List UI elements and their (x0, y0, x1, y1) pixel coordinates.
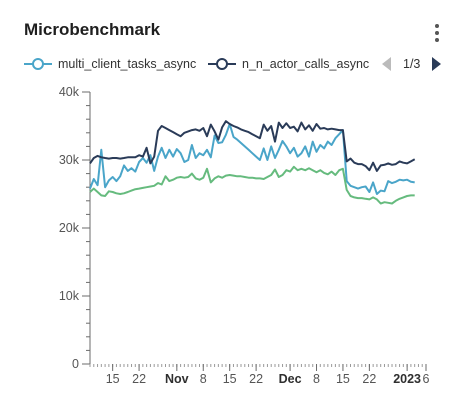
caret-right-icon[interactable] (432, 57, 442, 71)
legend-marker-n-n-actor-calls-async (208, 58, 236, 70)
legend-marker-multi-client-tasks-async (24, 58, 52, 70)
x-tick-label: 15 (336, 372, 350, 386)
x-tick-label: Nov (165, 372, 189, 386)
x-tick-label: 15 (223, 372, 237, 386)
x-tick-label: 8 (313, 372, 320, 386)
x-tick-label: 6 (423, 372, 430, 386)
legend-item-multi-client-tasks-async[interactable]: multi_client_tasks_async (24, 54, 196, 74)
series-line-n-n-actor-calls-async (89, 120, 416, 172)
y-tick-label: 20k (59, 221, 80, 235)
x-tick-label: 2023 (393, 372, 421, 386)
y-tick-label: 10k (59, 289, 80, 303)
series-line-multi-client-tasks-async (89, 123, 415, 195)
legend-page-indicator: 1/3 (403, 57, 421, 71)
y-tick-label: 40k (59, 85, 80, 99)
chart-legend: multi_client_tasks_async n_n_actor_calls… (24, 54, 472, 74)
caret-left-icon[interactable] (382, 57, 391, 71)
legend-pager: 1/3 (382, 54, 442, 74)
x-tick-label: 22 (249, 372, 263, 386)
series-line-2 (89, 165, 415, 205)
x-tick-label: 22 (362, 372, 376, 386)
legend-label-n-n-actor-calls-async: n_n_actor_calls_async (242, 57, 370, 71)
y-tick-label: 30k (59, 153, 80, 167)
legend-item-n-n-actor-calls-async[interactable]: n_n_actor_calls_async (208, 54, 369, 74)
chart-title: Microbenchmark (24, 20, 161, 39)
x-tick-label: 8 (200, 372, 207, 386)
more-vertical-icon[interactable] (428, 22, 446, 44)
y-tick-label: 0 (72, 357, 79, 371)
legend-label-multi-client-tasks-async: multi_client_tasks_async (58, 57, 197, 71)
x-tick-label: 22 (132, 372, 146, 386)
x-tick-label: 15 (106, 372, 120, 386)
x-tick-label: Dec (279, 372, 302, 386)
